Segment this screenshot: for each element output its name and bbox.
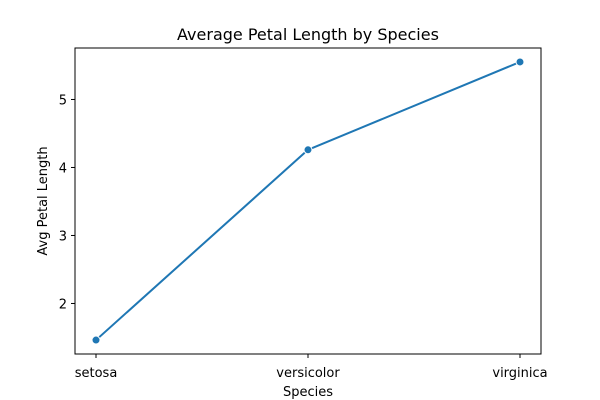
x-axis-ticks: setosa versicolor virginica: [75, 354, 548, 381]
y-axis-label: Avg Petal Length: [36, 146, 51, 255]
plot-area-frame: [74, 47, 542, 355]
data-point: [515, 57, 525, 67]
y-tick-label: 3: [59, 229, 67, 244]
x-tick-label: virginica: [492, 366, 547, 381]
y-tick-label: 5: [59, 93, 67, 108]
x-tick-label: versicolor: [276, 366, 340, 381]
data-point: [91, 335, 101, 345]
x-axis-label: Species: [283, 385, 333, 400]
chart-title: Average Petal Length by Species: [177, 25, 439, 44]
x-tick-label: setosa: [75, 366, 118, 381]
y-tick-label: 4: [59, 161, 67, 176]
data-point: [303, 145, 313, 155]
series-layer: [91, 57, 525, 345]
y-tick-label: 2: [59, 297, 67, 312]
series-line: [95, 61, 521, 341]
y-axis-ticks: 2 3 4 5: [59, 93, 75, 312]
